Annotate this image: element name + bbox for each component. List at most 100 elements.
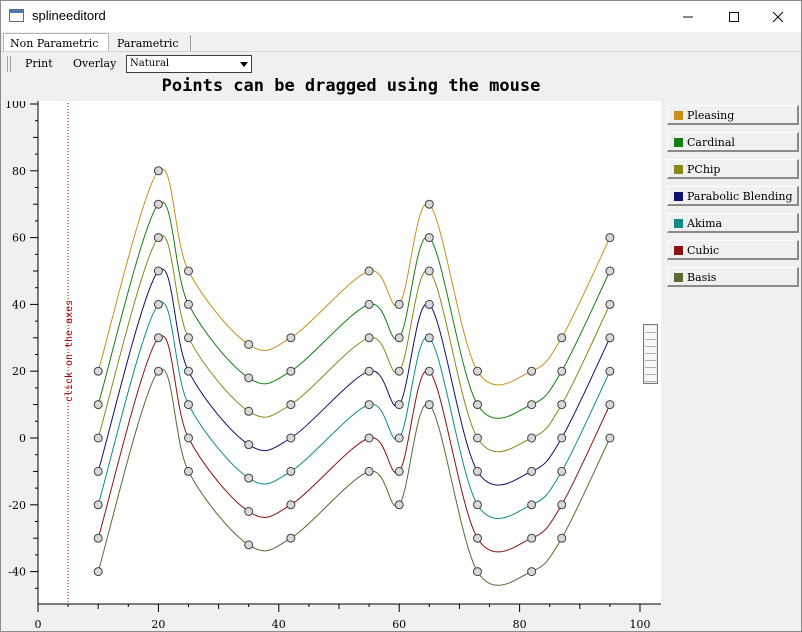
control-point-akima[interactable] [472,500,482,510]
spline-type-combo[interactable]: Natural [126,55,252,73]
control-point-parabolic-blending[interactable] [153,266,163,276]
control-point-akima[interactable] [424,333,434,343]
control-point-pchip[interactable] [364,333,374,343]
spline-chart[interactable]: -40 -20 0 20 40 60 80 100 0 20 40 60 80 100 click on t… [1,101,661,632]
control-point-akima[interactable] [153,299,163,309]
slider-handle[interactable] [645,326,656,382]
control-point-pleasing[interactable] [184,266,193,276]
control-point-basis[interactable] [605,433,615,443]
control-point-cardinal[interactable] [394,333,404,343]
control-point-cardinal[interactable] [153,199,163,209]
control-point-cubic[interactable] [472,533,482,543]
control-point-pleasing[interactable] [527,366,537,376]
control-point-pchip[interactable] [244,406,254,416]
control-point-pchip[interactable] [394,366,404,376]
control-point-parabolic-blending[interactable] [424,299,434,309]
control-point-basis[interactable] [364,466,374,476]
legend-item-cubic[interactable]: Cubic [667,240,799,260]
control-point-akima[interactable] [557,466,567,476]
control-point-basis[interactable] [184,466,193,476]
control-point-cubic[interactable] [605,400,615,410]
control-point-akima[interactable] [394,433,404,443]
control-point-cubic[interactable] [394,466,404,476]
control-point-cubic[interactable] [244,506,254,516]
tab-parametric[interactable]: Parametric [111,35,191,52]
control-point-cubic[interactable] [364,433,374,443]
control-point-basis[interactable] [93,567,103,577]
control-point-pchip[interactable] [527,433,537,443]
control-point-cardinal[interactable] [93,400,103,410]
control-point-basis[interactable] [424,400,434,410]
control-point-cardinal[interactable] [527,400,537,410]
control-point-pleasing[interactable] [93,366,103,376]
print-button[interactable]: Print [25,57,53,70]
maximize-button[interactable] [711,1,757,32]
control-point-cardinal[interactable] [364,299,374,309]
control-point-parabolic-blending[interactable] [605,333,615,343]
toolbar-grip[interactable] [7,56,11,72]
control-point-pchip[interactable] [424,266,434,276]
control-point-cubic[interactable] [153,333,163,343]
control-point-pchip[interactable] [605,299,615,309]
control-point-pchip[interactable] [153,233,163,243]
control-point-pchip[interactable] [557,400,567,410]
control-point-pleasing[interactable] [557,333,567,343]
control-point-pleasing[interactable] [153,166,163,176]
control-point-parabolic-blending[interactable] [557,433,567,443]
control-point-cardinal[interactable] [472,400,482,410]
control-point-parabolic-blending[interactable] [472,466,482,476]
control-point-parabolic-blending[interactable] [286,433,296,443]
control-point-akima[interactable] [244,473,254,483]
minimize-button[interactable] [665,1,711,32]
control-point-cubic[interactable] [93,533,103,543]
control-point-parabolic-blending[interactable] [394,400,404,410]
control-point-basis[interactable] [527,567,537,577]
control-point-akima[interactable] [527,500,537,510]
plot-canvas[interactable]: -40 -20 0 20 40 60 80 100 0 20 40 60 80 100 click on t… [1,101,661,632]
control-point-pchip[interactable] [93,433,103,443]
control-point-akima[interactable] [286,466,296,476]
close-button[interactable] [755,1,801,32]
control-point-cardinal[interactable] [286,366,296,376]
legend-item-pchip[interactable]: PChip [667,159,799,179]
control-point-basis[interactable] [153,366,163,376]
title-bar[interactable]: splineeditord [1,1,801,32]
control-point-cardinal[interactable] [244,373,254,383]
control-point-cubic[interactable] [557,500,567,510]
legend-item-akima[interactable]: Akima [667,213,799,233]
tab-non-parametric[interactable]: Non Parametric [3,33,109,52]
control-point-cardinal[interactable] [557,366,567,376]
control-point-cubic[interactable] [286,500,296,510]
control-point-akima[interactable] [364,400,374,410]
control-point-pleasing[interactable] [394,299,404,309]
control-point-parabolic-blending[interactable] [527,466,537,476]
vertical-slider[interactable] [643,324,658,384]
control-point-basis[interactable] [244,540,254,550]
control-point-basis[interactable] [286,533,296,543]
control-point-parabolic-blending[interactable] [364,366,374,376]
legend-item-pleasing[interactable]: Pleasing [667,105,799,125]
control-point-pchip[interactable] [286,400,296,410]
control-point-pleasing[interactable] [286,333,296,343]
legend-item-cardinal[interactable]: Cardinal [667,132,799,152]
overlay-button[interactable]: Overlay [73,57,117,70]
control-point-pchip[interactable] [184,333,193,343]
control-point-pleasing[interactable] [424,199,434,209]
control-point-cubic[interactable] [527,533,537,543]
control-point-parabolic-blending[interactable] [184,366,193,376]
control-point-pleasing[interactable] [472,366,482,376]
control-point-pchip[interactable] [472,433,482,443]
control-point-basis[interactable] [394,500,404,510]
control-point-akima[interactable] [184,400,193,410]
control-point-cardinal[interactable] [184,299,193,309]
control-point-cubic[interactable] [424,366,434,376]
legend-item-parabolic-blending[interactable]: Parabolic Blending [667,186,799,206]
legend-item-basis[interactable]: Basis [667,267,799,287]
control-point-cardinal[interactable] [424,233,434,243]
control-point-cubic[interactable] [184,433,193,443]
control-point-cardinal[interactable] [605,266,615,276]
control-point-pleasing[interactable] [605,233,615,243]
control-point-parabolic-blending[interactable] [93,466,103,476]
control-point-parabolic-blending[interactable] [244,440,254,450]
control-point-akima[interactable] [605,366,615,376]
